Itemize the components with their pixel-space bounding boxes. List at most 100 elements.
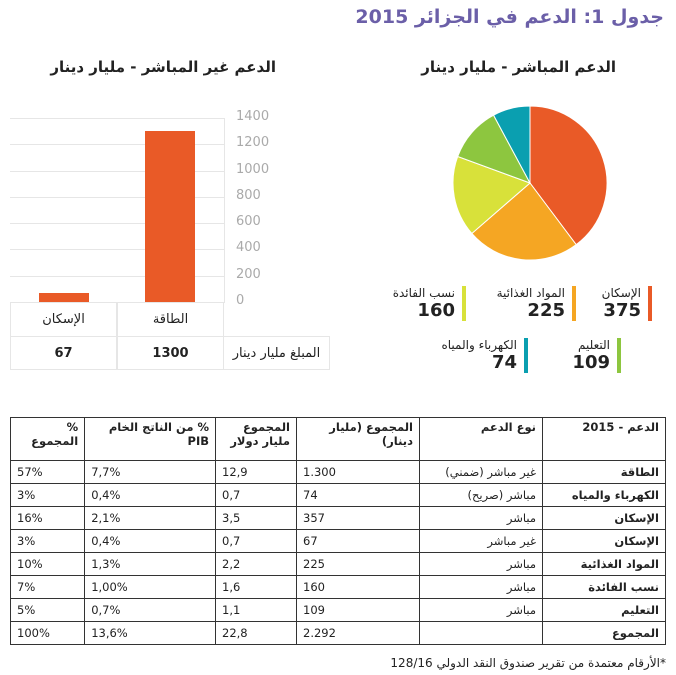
bar-row-label: المبلغ مليار دينار: [223, 336, 330, 370]
table-cell: مباشر: [419, 506, 543, 530]
bar-category-energy: الطاقة: [117, 302, 224, 337]
table-row: التعليم مباشر 109 1,1 0,7% 5%: [9, 598, 666, 622]
y-tick-label: 400: [236, 240, 261, 256]
table-cell: الإسكان: [542, 529, 666, 553]
header-cell: % من الناتج الخام PIB: [84, 417, 216, 461]
legend-value: 225: [527, 300, 565, 321]
footnote: *الأرقام معتمدة من تقرير صندوق النقد الد…: [390, 656, 666, 670]
table-cell: 100%: [9, 621, 86, 645]
table-cell: 74: [296, 483, 420, 507]
table-cell: 0,7%: [84, 598, 216, 622]
bar-value-housing: 67: [10, 336, 117, 370]
table-cell: المواد الغذائية: [542, 552, 666, 576]
table-cell: 12,9: [215, 460, 297, 484]
header-cell: المجموع مليار دولار: [215, 417, 297, 461]
axis-line: [224, 118, 225, 302]
table-cell: التعليم: [542, 598, 666, 622]
table-cell: مباشر: [419, 598, 543, 622]
table-cell: 0,7: [215, 529, 297, 553]
table-row: المواد الغذائية مباشر 225 2,2 1,3% 10%: [9, 552, 666, 576]
table-cell: 1,6: [215, 575, 297, 599]
legend-housing: الإسكان 375: [602, 286, 652, 321]
table-cell: مباشر: [419, 552, 543, 576]
y-tick-label: 1400: [236, 109, 270, 124]
table-cell: 7%: [9, 575, 86, 599]
table-cell: 2.292: [296, 621, 420, 645]
table-cell: 2,2: [215, 552, 297, 576]
y-tick-label: 0: [236, 293, 245, 308]
legend-value: 109: [572, 352, 610, 373]
table-cell: 1,00%: [84, 575, 216, 599]
legend-label: المواد الغذائية: [496, 286, 565, 300]
table-row: الإسكان غير مباشر 67 0,7 0,4% 3%: [9, 529, 666, 553]
y-tick-label: 200: [236, 266, 261, 282]
bar-chart-title: الدعم غير المباشر - مليار دينار: [50, 58, 276, 76]
table-cell: 1.300: [296, 460, 420, 484]
table-cell: 7,7%: [84, 460, 216, 484]
legend-value: 74: [491, 352, 517, 373]
table-cell: غير مباشر (ضمني): [419, 460, 543, 484]
gridline: [10, 249, 225, 251]
table-cell: 0,7: [215, 483, 297, 507]
legend-label: الكهرباء والمياه: [441, 338, 517, 352]
pie-slice-0: [529, 105, 608, 246]
bar-0: [39, 293, 89, 302]
table-cell: 1,1: [215, 598, 297, 622]
header-cell: نوع الدعم: [419, 417, 543, 461]
table-cell: 10%: [9, 552, 86, 576]
legend-interest: نسب الفائدة 160: [393, 286, 466, 321]
y-tick-label: 600: [236, 214, 261, 230]
table-cell: 22,8: [215, 621, 297, 645]
table-cell: المجموع: [542, 621, 666, 645]
table-header-row: الدعم - 2015 نوع الدعم المجموع (مليار دي…: [9, 417, 666, 461]
legend-label: الإسكان: [601, 286, 641, 300]
table-cell: الطاقة: [542, 460, 666, 484]
table-cell: 3%: [9, 483, 86, 507]
y-tick-label: 1200: [236, 135, 270, 151]
y-tick-label: 1000: [236, 161, 270, 177]
table-row: المجموع 2.292 22,8 13,6% 100%: [9, 621, 666, 645]
gridline: [10, 275, 225, 277]
pie-slice-4: [492, 105, 531, 184]
table-cell: مباشر: [419, 575, 543, 599]
table-cell: 5%: [9, 598, 86, 622]
table-cell: 1,3%: [84, 552, 216, 576]
table-cell: 2,1%: [84, 506, 216, 530]
table-cell: 357: [296, 506, 420, 530]
table-cell: 57%: [9, 460, 86, 484]
subsidies-table: الدعم - 2015 نوع الدعم المجموع (مليار دي…: [9, 417, 666, 645]
table-cell: 109: [296, 598, 420, 622]
table-cell: 3,5: [215, 506, 297, 530]
gridline: [10, 196, 225, 198]
table-cell: نسب الفائدة: [542, 575, 666, 599]
table-row: الكهرباء والمياه مباشر (صريح) 74 0,7 0,4% 3%: [9, 483, 666, 507]
header-cell: % المجموع: [9, 417, 86, 461]
header-cell: المجموع (مليار دينار): [296, 417, 420, 461]
legend-electricity-water: الكهرباء والمياه 74: [441, 338, 528, 373]
header-cell: الدعم - 2015: [542, 417, 666, 461]
legend-food: المواد الغذائية 225: [497, 286, 576, 321]
table-cell: [419, 621, 543, 645]
legend-education: التعليم 109: [572, 338, 621, 373]
table-row: الإسكان مباشر 357 3,5 2,1% 16%: [9, 506, 666, 530]
legend-label: نسب الفائدة: [392, 286, 455, 300]
pie-chart-title: الدعم المباشر - مليار دينار: [421, 58, 616, 76]
page-title: جدول 1: الدعم في الجزائر 2015: [355, 6, 664, 28]
pie-slice-2: [452, 155, 531, 235]
gridline: [10, 223, 225, 225]
bar-1: [145, 131, 195, 302]
table-cell: 0,4%: [84, 483, 216, 507]
table-cell: 3%: [9, 529, 86, 553]
table-cell: 0,4%: [84, 529, 216, 553]
gridline: [10, 170, 225, 172]
table-cell: 13,6%: [84, 621, 216, 645]
pie-slice-1: [471, 182, 577, 261]
gridline: [10, 118, 225, 119]
table-cell: 160: [296, 575, 420, 599]
gridline: [10, 144, 225, 146]
legend-label: التعليم: [578, 338, 610, 352]
pie-chart: [452, 105, 608, 261]
table-cell: 16%: [9, 506, 86, 530]
bar-category-housing: الإسكان: [10, 302, 117, 337]
table-cell: 67: [296, 529, 420, 553]
